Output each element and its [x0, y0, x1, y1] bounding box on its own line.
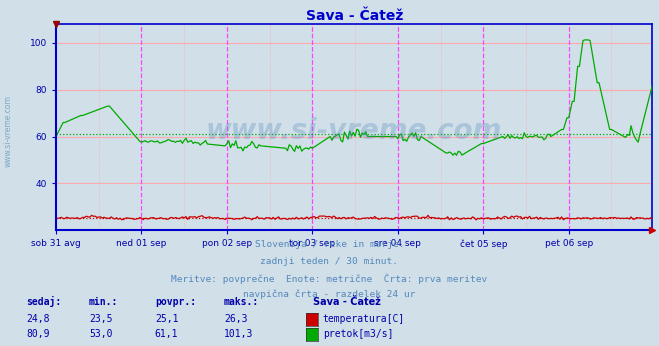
Text: www.si-vreme.com: www.si-vreme.com: [3, 95, 13, 167]
Text: maks.:: maks.:: [224, 297, 259, 307]
Text: Slovenija / reke in morje.: Slovenija / reke in morje.: [255, 240, 404, 249]
Text: 61,1: 61,1: [155, 329, 179, 339]
Text: 101,3: 101,3: [224, 329, 254, 339]
Text: pretok[m3/s]: pretok[m3/s]: [323, 329, 393, 339]
Text: Meritve: povprečne  Enote: metrične  Črta: prva meritev: Meritve: povprečne Enote: metrične Črta:…: [171, 273, 488, 284]
Text: povpr.:: povpr.:: [155, 297, 196, 307]
Text: zadnji teden / 30 minut.: zadnji teden / 30 minut.: [260, 257, 399, 266]
Text: 26,3: 26,3: [224, 315, 248, 325]
Text: navpična črta - razdelek 24 ur: navpična črta - razdelek 24 ur: [243, 290, 416, 299]
Text: sedaj:: sedaj:: [26, 296, 61, 307]
Text: 53,0: 53,0: [89, 329, 113, 339]
Text: Sava - Čatež: Sava - Čatež: [313, 297, 381, 307]
Text: 23,5: 23,5: [89, 315, 113, 325]
Title: Sava - Čatež: Sava - Čatež: [306, 9, 403, 23]
Text: 25,1: 25,1: [155, 315, 179, 325]
Text: www.si-vreme.com: www.si-vreme.com: [206, 117, 502, 145]
Text: min.:: min.:: [89, 297, 119, 307]
Text: 80,9: 80,9: [26, 329, 50, 339]
Text: temperatura[C]: temperatura[C]: [323, 315, 405, 325]
Text: 24,8: 24,8: [26, 315, 50, 325]
